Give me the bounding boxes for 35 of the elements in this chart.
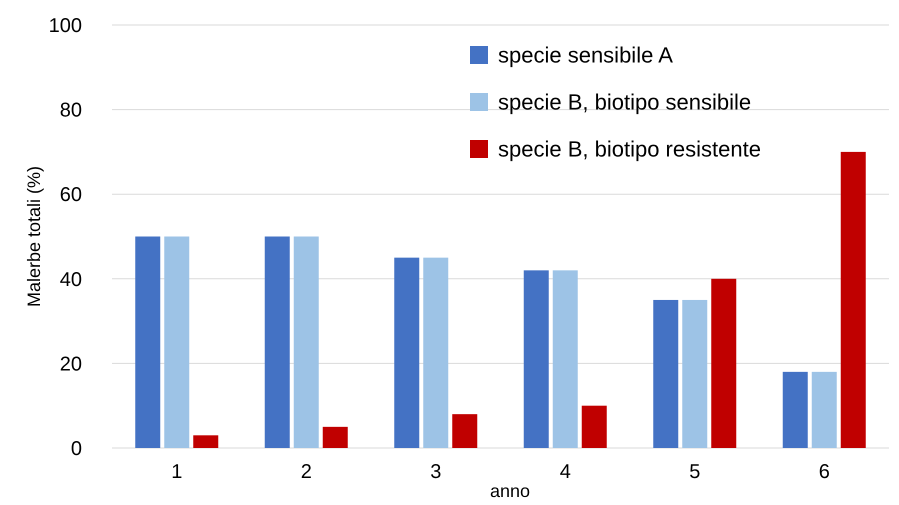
bar xyxy=(582,406,607,448)
bar xyxy=(164,236,190,448)
x-tick-label: 2 xyxy=(300,461,312,483)
bar xyxy=(812,372,837,448)
bar xyxy=(653,300,678,448)
x-tick-label: 5 xyxy=(689,461,700,483)
bar xyxy=(394,258,420,448)
bar xyxy=(294,236,319,448)
bar xyxy=(135,236,160,448)
bar xyxy=(423,258,448,448)
legend-label: specie B, biotipo sensibile xyxy=(498,90,752,115)
legend-label: specie sensibile A xyxy=(498,42,674,68)
bar xyxy=(452,414,478,448)
y-tick-label: 40 xyxy=(60,268,82,291)
y-axis-title: Malerbe totali (%) xyxy=(24,166,44,308)
y-tick-label: 0 xyxy=(70,438,82,460)
bar xyxy=(682,300,708,448)
bar xyxy=(524,270,549,448)
legend-label: specie B, biotipo resistente xyxy=(498,136,761,162)
y-tick-label: 100 xyxy=(48,15,82,37)
y-tick-label: 20 xyxy=(60,353,82,376)
x-axis-title: anno xyxy=(490,481,530,501)
x-tick-label: 1 xyxy=(171,461,182,483)
bar xyxy=(264,236,290,448)
bar xyxy=(322,426,348,448)
bar xyxy=(711,278,736,448)
bar xyxy=(840,152,866,448)
x-tick-label: 4 xyxy=(560,461,571,483)
x-tick-label: 6 xyxy=(818,461,830,483)
bar xyxy=(193,435,218,448)
bar xyxy=(782,372,808,448)
y-tick-label: 60 xyxy=(60,184,82,206)
y-tick-label: 80 xyxy=(60,100,82,122)
x-tick-label: 3 xyxy=(430,461,442,483)
bar xyxy=(552,270,578,448)
